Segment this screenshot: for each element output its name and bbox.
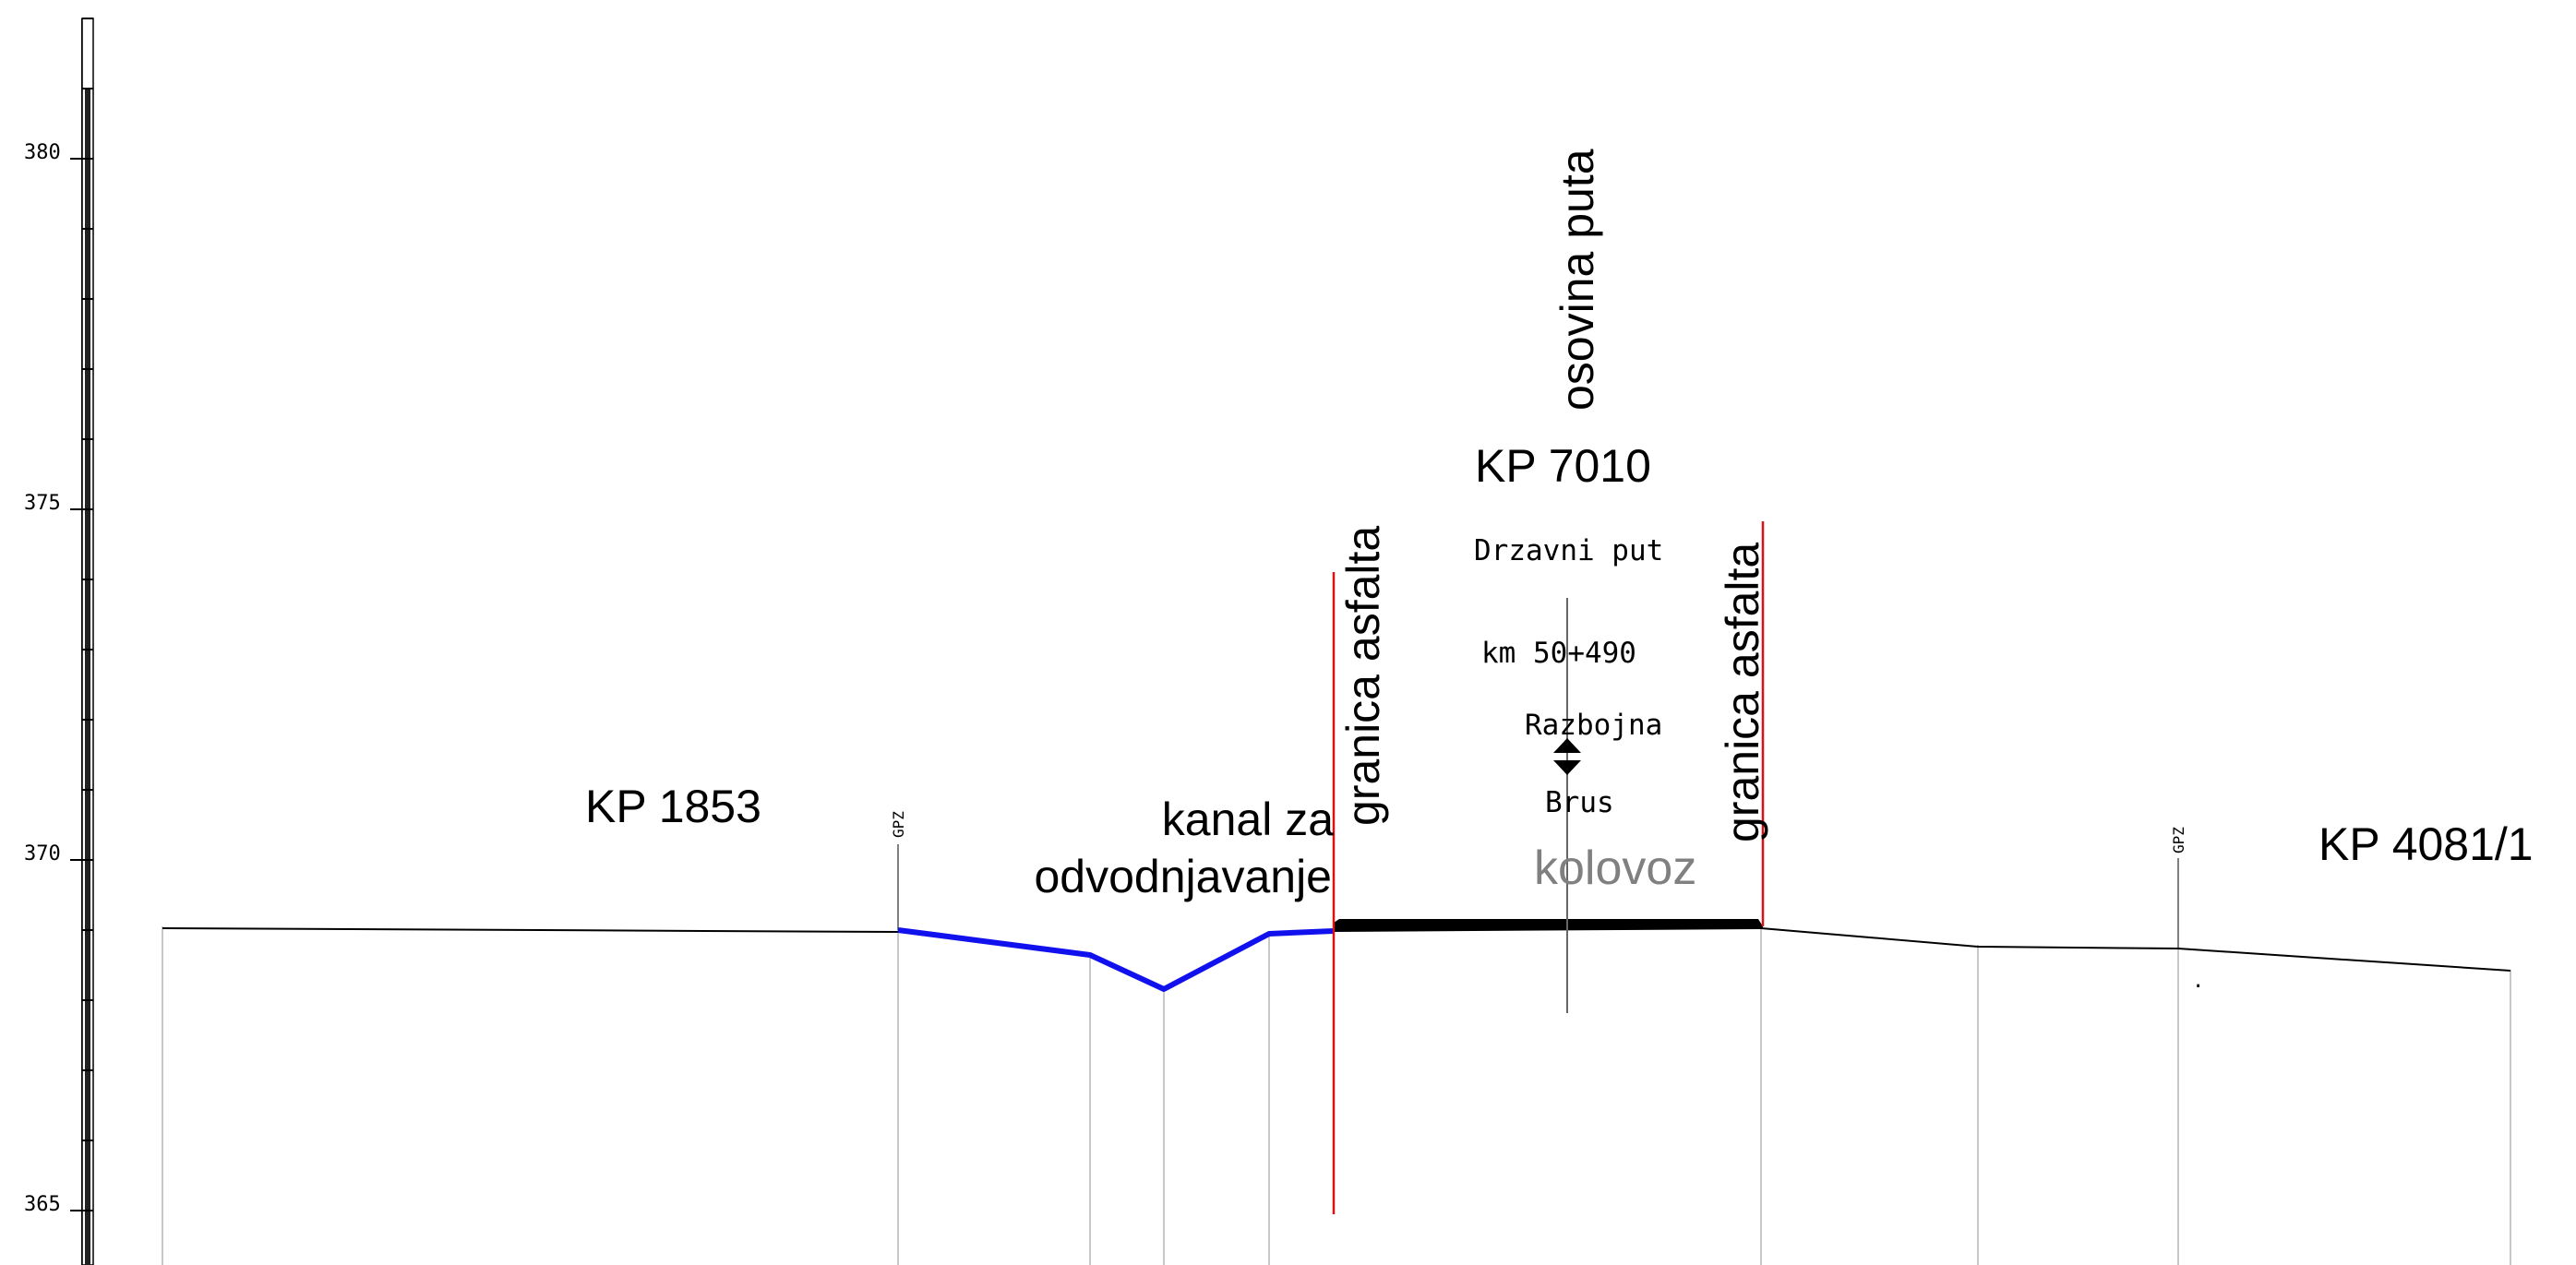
direction-label-bottom: Brus: [1545, 786, 1614, 819]
parcel-label-left: KP 1853: [585, 781, 761, 832]
tick-label-365: 365: [24, 1193, 61, 1216]
gpz-markers: GPZ GPZ: [890, 811, 2187, 949]
road-axis-label: osovina puta: [1552, 149, 1603, 411]
canal-label-line1: kanal za: [1162, 794, 1334, 845]
tick-label-375: 375: [24, 492, 61, 515]
scale-ticks: [70, 18, 93, 1211]
scale-bar-fill: [85, 89, 90, 1265]
asphalt-border-label-left: granica asfalta: [1337, 526, 1389, 826]
asphalt-carriageway: [1334, 919, 1763, 932]
ground-line-right: [1760, 927, 2511, 972]
direction-label-top: Razbojna: [1525, 709, 1662, 742]
drainage-canal-line: [897, 927, 1335, 992]
tick-label-380: 380: [24, 141, 61, 164]
road-type-label: Drzavni put: [1474, 534, 1663, 567]
arrow-up-icon: [1553, 738, 1581, 753]
vertical-guides: [162, 926, 2511, 1265]
parcel-label-center: KP 7010: [1475, 440, 1651, 492]
asphalt-border-label-right: granica asfalta: [1717, 543, 1768, 842]
chainage-label: km 50+490: [1481, 637, 1636, 670]
arrow-down-icon: [1553, 760, 1581, 775]
elevation-scale: 380 375 370 365: [24, 18, 94, 1265]
gpz-label-left: GPZ: [890, 811, 907, 838]
canal-label-line2: odvodnjavanje: [1035, 851, 1333, 902]
carriageway-label: kolovoz: [1534, 841, 1696, 895]
dot-mark: .: [2192, 970, 2204, 993]
ground-line-left: [162, 927, 899, 933]
gpz-label-right: GPZ: [2170, 827, 2187, 853]
tick-label-370: 370: [24, 842, 61, 865]
parcel-label-right: KP 4081/1: [2318, 818, 2534, 870]
